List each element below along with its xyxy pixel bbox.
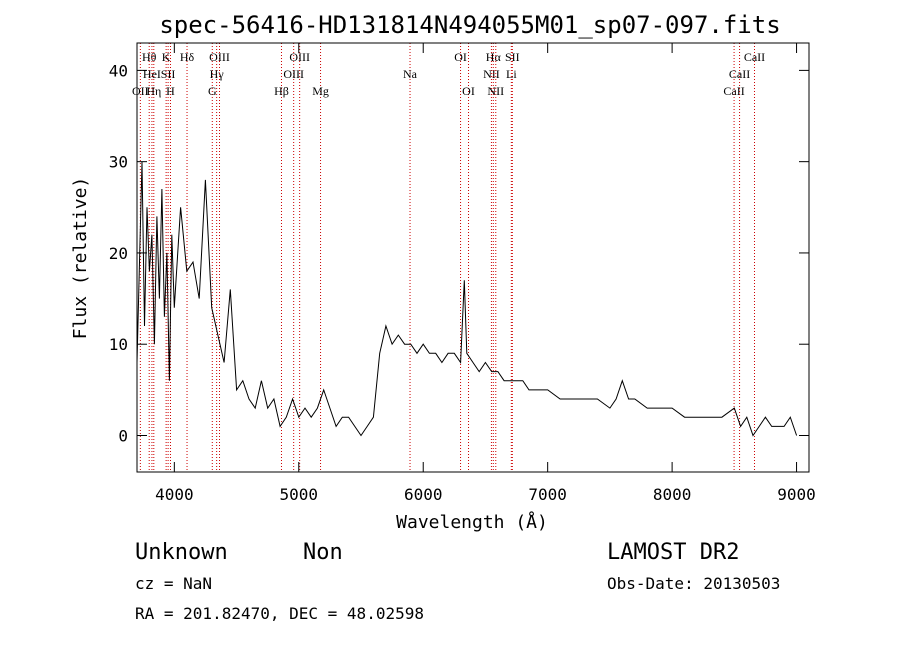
y-tick-label: 30 (109, 153, 128, 172)
x-tick-label: 6000 (404, 485, 443, 504)
line-marker-label: NII (483, 67, 500, 81)
y-axis-label: Flux (relative) (70, 177, 91, 340)
chart-title: spec-56416-HD131814N494055M01_sp07-097.f… (159, 11, 780, 39)
line-marker-label: K (162, 50, 171, 64)
line-marker-label: H (166, 84, 175, 98)
line-marker-label: OIII (283, 67, 304, 81)
line-marker-label: Li (506, 67, 517, 81)
y-tick-label: 0 (118, 426, 128, 445)
spectrum-series-line (136, 161, 798, 437)
line-marker-label: Na (403, 67, 418, 81)
line-marker-label: CaII (723, 84, 744, 98)
observation-date: Obs-Date: 20130503 (607, 574, 780, 593)
object-class: Non (303, 540, 343, 565)
line-marker-label: OI (454, 50, 467, 64)
y-tick-label: 10 (109, 335, 128, 354)
axes: 4000 5000 6000 7000 8000 9000 0 10 20 30 40 (109, 43, 816, 504)
y-tick-label: 20 (109, 244, 128, 263)
object-name: Unknown (135, 540, 228, 565)
plot-frame (136, 42, 810, 473)
line-marker-label: NII (487, 84, 504, 98)
survey-name: LAMOST DR2 (607, 540, 739, 565)
line-markers: OII Hθ HeI Hη K SII H Hδ G Hγ OIII Hβ OIII OIII Mg Na OI… (132, 43, 765, 472)
line-marker-label: Mg (312, 84, 329, 98)
line-marker-label: Hβ (274, 84, 289, 98)
coordinates-text: RA = 201.82470, DEC = 48.02598 (135, 604, 424, 623)
line-marker-label: Hγ (210, 67, 225, 81)
line-marker-label: Hη (146, 84, 161, 98)
line-marker-label: HeI (143, 67, 161, 81)
line-marker-label: OIII (289, 50, 310, 64)
line-marker-label: SII (505, 50, 520, 64)
x-tick-label: 4000 (155, 485, 194, 504)
y-tick-label: 40 (109, 61, 128, 80)
line-marker-label: Hα (486, 50, 502, 64)
line-marker-label: CaII (729, 67, 750, 81)
line-marker-label: G (208, 84, 217, 98)
line-marker-label: Hθ (142, 50, 157, 64)
x-tick-label: 8000 (653, 485, 692, 504)
line-marker-label: SII (161, 67, 176, 81)
x-tick-label: 5000 (280, 485, 319, 504)
x-axis-label: Wavelength (Å) (396, 511, 548, 533)
line-marker-label: Hδ (180, 50, 195, 64)
line-marker-label: OII (132, 84, 149, 98)
line-marker-label: CaII (744, 50, 765, 64)
x-tick-label: 9000 (777, 485, 816, 504)
line-marker-label: OIII (209, 50, 230, 64)
x-tick-label: 7000 (528, 485, 567, 504)
redshift-text: cz = NaN (135, 574, 212, 593)
line-marker-label: OI (462, 84, 475, 98)
